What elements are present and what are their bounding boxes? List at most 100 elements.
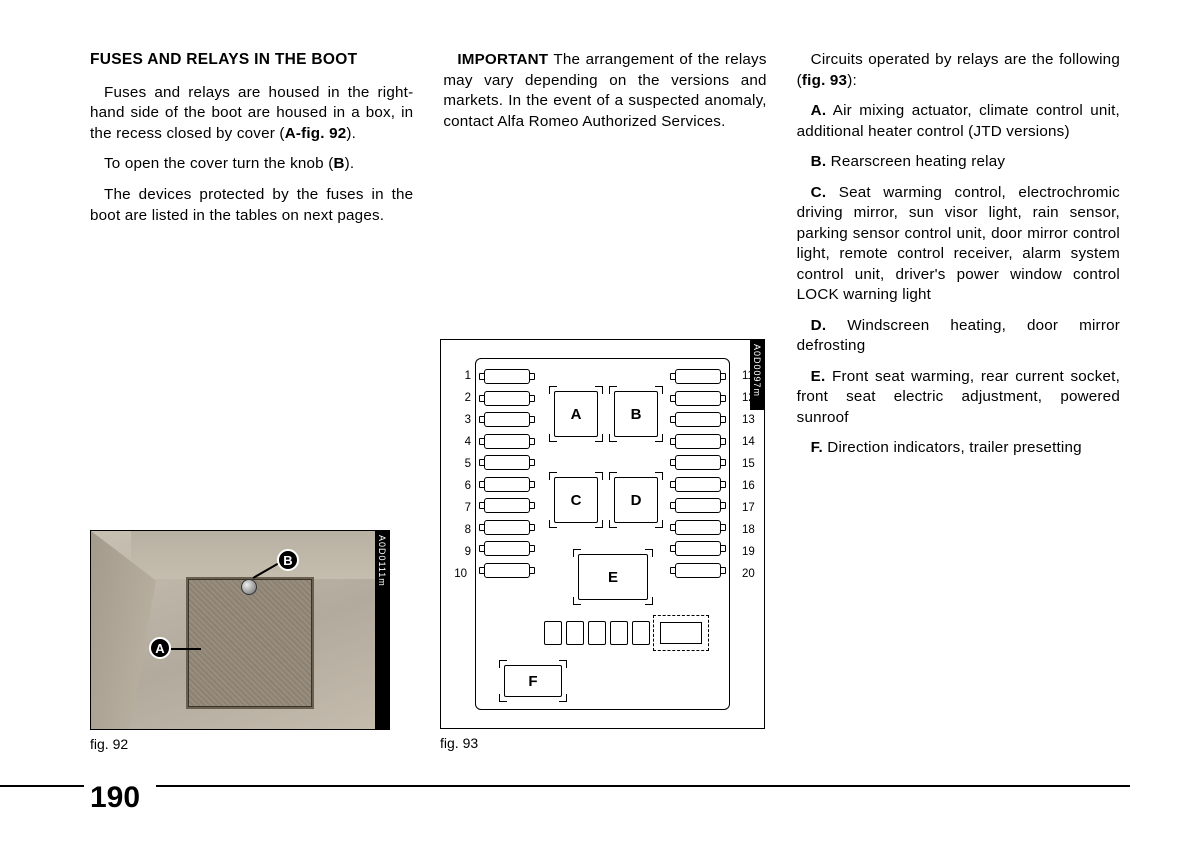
fuse-number: 18 <box>742 524 760 536</box>
item-d: D. Windscreen heating, door mirror defro… <box>797 316 1120 357</box>
fuse-number: 17 <box>742 502 760 514</box>
figure-92: A B A0D0111m fig. 92 <box>90 530 395 752</box>
column-3: Circuits operated by relays are the foll… <box>797 50 1120 469</box>
fuse-number: 16 <box>742 480 760 492</box>
fuse-number: 20 <box>742 568 760 580</box>
fuse-cover-panel <box>186 577 314 709</box>
fuse-slot <box>675 541 721 556</box>
relay-label: E <box>608 569 618 586</box>
ref-fig92: A-fig. 92 <box>285 125 347 142</box>
item-key: E. <box>811 368 826 385</box>
text: Fuses and relays are housed in the right… <box>90 84 413 142</box>
spare-slots <box>544 621 650 645</box>
item-c: C. Seat warming control, electrochromic … <box>797 183 1120 306</box>
callout-b: B <box>277 549 299 571</box>
para-3: The devices protected by the fuses in th… <box>90 185 413 226</box>
fuse-slot <box>484 412 530 427</box>
item-text: Air mixing actuator, climate control uni… <box>797 102 1120 140</box>
fuse-slot <box>675 563 721 578</box>
callout-line <box>171 648 201 650</box>
figure-93-image: A B C D E F 1 2 3 4 5 6 7 8 9 10 11 12 <box>440 339 765 729</box>
fuse-number: 2 <box>453 392 471 404</box>
fuse-slot <box>675 369 721 384</box>
relay-label: F <box>528 673 537 690</box>
fuse-slot <box>484 391 530 406</box>
item-text: Windscreen heating, door mirror defrosti… <box>797 317 1120 355</box>
relay-b: B <box>614 391 658 437</box>
item-text: Seat warming control, electrochromic dri… <box>797 184 1120 304</box>
fusebox-outline: A B C D E F <box>475 358 730 710</box>
fuse-number: 5 <box>453 458 471 470</box>
figure-92-label: fig. 92 <box>90 736 395 752</box>
item-text: Direction indicators, trailer presetting <box>823 439 1082 456</box>
para-2: To open the cover turn the knob (B). <box>90 154 413 175</box>
fuse-number: 13 <box>742 414 760 426</box>
fuse-number: 15 <box>742 458 760 470</box>
fuse-number: 8 <box>453 524 471 536</box>
fuse-slot <box>484 541 530 556</box>
fuse-number: 19 <box>742 546 760 558</box>
fuse-number: 10 <box>449 568 467 580</box>
page-rule <box>0 785 1130 787</box>
relay-label: A <box>571 406 582 423</box>
relay-label: D <box>631 492 642 509</box>
ref-fig93: fig. 93 <box>802 72 847 89</box>
fuse-slot <box>484 455 530 470</box>
figure-92-image: A B A0D0111m <box>90 530 390 730</box>
important-label: IMPORTANT <box>457 51 548 68</box>
item-text: Rearscreen heating relay <box>826 153 1005 170</box>
fuse-slot <box>675 498 721 513</box>
callout-a: A <box>149 637 171 659</box>
item-key: F. <box>811 439 823 456</box>
text: To open the cover turn the knob ( <box>104 155 334 172</box>
fuse-column-left <box>484 369 530 584</box>
fuse-number: 7 <box>453 502 471 514</box>
fuse-slot <box>484 498 530 513</box>
important-para: IMPORTANT The arrangement of the relays … <box>443 50 766 132</box>
text: ). <box>346 125 356 142</box>
fuse-slot <box>484 477 530 492</box>
text: ). <box>345 155 355 172</box>
ref-b: B <box>334 155 345 172</box>
para-1: Fuses and relays are housed in the right… <box>90 83 413 145</box>
fuse-number: 3 <box>453 414 471 426</box>
relay-f: F <box>504 665 562 697</box>
fuse-slot <box>675 477 721 492</box>
fuse-slot <box>484 434 530 449</box>
fuse-slot <box>484 369 530 384</box>
fuse-slot <box>675 412 721 427</box>
item-key: D. <box>811 317 827 334</box>
item-b: B. Rearscreen heating relay <box>797 152 1120 173</box>
fuse-number: 4 <box>453 436 471 448</box>
fuse-slot <box>675 455 721 470</box>
item-a: A. Air mixing actuator, climate control … <box>797 101 1120 142</box>
section-title: FUSES AND RELAYS IN THE BOOT <box>90 50 413 71</box>
fuse-slot <box>675 520 721 535</box>
item-e: E. Front seat warming, rear current sock… <box>797 367 1120 429</box>
fuse-slot <box>675 434 721 449</box>
text: ): <box>847 72 857 89</box>
knob-icon <box>241 579 257 595</box>
fuse-slot <box>675 391 721 406</box>
figure-93: A B C D E F 1 2 3 4 5 6 7 8 9 10 11 12 <box>440 339 770 751</box>
fuse-number: 1 <box>453 370 471 382</box>
figure-code: A0D0111m <box>375 531 389 729</box>
item-key: A. <box>811 102 827 119</box>
figure-93-label: fig. 93 <box>440 735 770 751</box>
intro-para: Circuits operated by relays are the foll… <box>797 50 1120 91</box>
empty-slot <box>653 615 709 651</box>
fuse-number: 14 <box>742 436 760 448</box>
fuse-number: 9 <box>453 546 471 558</box>
column-1: FUSES AND RELAYS IN THE BOOT Fuses and r… <box>90 50 413 469</box>
item-text: Front seat warming, rear current socket,… <box>797 368 1120 426</box>
relay-e: E <box>578 554 648 600</box>
relay-a: A <box>554 391 598 437</box>
fuse-column-right <box>675 369 721 584</box>
fuse-slot <box>484 520 530 535</box>
item-key: B. <box>811 153 827 170</box>
fuse-slot <box>484 563 530 578</box>
page-number: 190 <box>90 781 140 815</box>
item-key: C. <box>811 184 827 201</box>
relay-label: B <box>631 406 642 423</box>
item-f: F. Direction indicators, trailer presett… <box>797 438 1120 459</box>
